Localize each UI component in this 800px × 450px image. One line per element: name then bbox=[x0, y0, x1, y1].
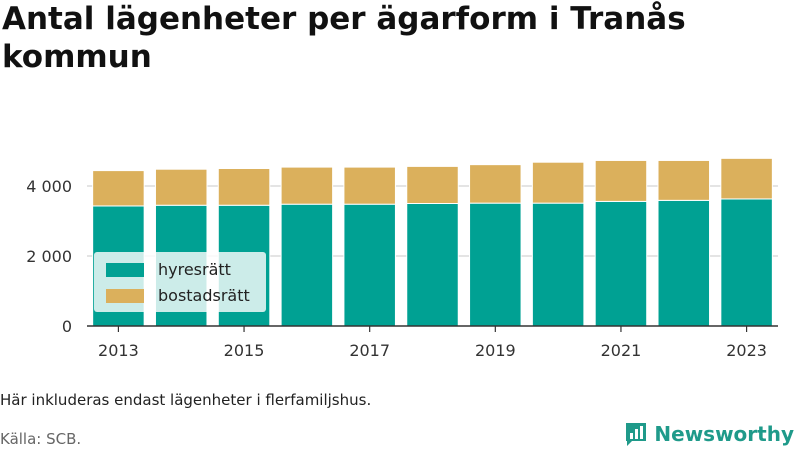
bar-hyresratt-2019 bbox=[469, 202, 522, 327]
x-tick-label: 2015 bbox=[224, 341, 265, 360]
bar-bostadsratt-2016 bbox=[280, 166, 334, 205]
bar-bostadsratt-2019 bbox=[469, 164, 522, 204]
bar-bostadsratt-2020 bbox=[531, 161, 585, 204]
legend-item-hyresratt: hyresrätt bbox=[106, 260, 231, 279]
legend-label-bostadsratt: bostadsrätt bbox=[158, 286, 250, 305]
bars bbox=[92, 157, 773, 327]
bar-bostadsratt-2014 bbox=[154, 168, 208, 206]
bar-hyresratt-2022 bbox=[657, 199, 711, 327]
source-text: Källa: SCB. bbox=[0, 430, 82, 448]
bar-bostadsratt-2023 bbox=[720, 157, 773, 200]
bar-hyresratt-2018 bbox=[406, 203, 459, 327]
bar-bostadsratt-2022 bbox=[657, 159, 711, 201]
y-tick-label: 4 000 bbox=[26, 177, 72, 196]
chart-title: Antal lägenheter per ägarform i Tranås k… bbox=[2, 1, 686, 75]
bar-hyresratt-2017 bbox=[343, 203, 396, 327]
bar-bostadsratt-2021 bbox=[594, 159, 648, 202]
bar-bostadsratt-2018 bbox=[406, 165, 459, 204]
bar-hyresratt-2016 bbox=[280, 203, 334, 327]
axes: 0 2 000 4 000 2013 2015 2017 2019 2021 2023 bbox=[26, 177, 778, 360]
bar-bostadsratt-2015 bbox=[217, 168, 271, 206]
bar-hyresratt-2021 bbox=[594, 200, 648, 327]
legend-label-hyresratt: hyresrätt bbox=[158, 260, 231, 279]
legend-item-bostadsratt: bostadsrätt bbox=[106, 286, 250, 305]
bar-hyresratt-2023 bbox=[720, 198, 773, 327]
bar-bostadsratt-2017 bbox=[343, 166, 396, 205]
y-tick-label: 0 bbox=[62, 317, 72, 336]
legend: hyresrätt bostadsrätt bbox=[94, 252, 266, 312]
bar-bostadsratt-2013 bbox=[92, 170, 145, 207]
bar-chart-logo-icon bbox=[626, 423, 647, 446]
x-tick-label: 2021 bbox=[601, 341, 642, 360]
x-tick-label: 2023 bbox=[726, 341, 767, 360]
brand-name: Newsworthy bbox=[654, 422, 794, 446]
x-tick-label: 2017 bbox=[349, 341, 390, 360]
y-tick-label: 2 000 bbox=[26, 247, 72, 266]
brand-logo[interactable]: Newsworthy bbox=[624, 421, 794, 447]
legend-swatch-bostadsratt bbox=[106, 288, 144, 303]
x-tick-label: 2019 bbox=[475, 341, 516, 360]
x-tick-label: 2013 bbox=[98, 341, 139, 360]
legend-swatch-hyresratt bbox=[106, 262, 144, 277]
chart-note: Här inkluderas endast lägenheter i flerf… bbox=[0, 391, 372, 409]
bar-hyresratt-2020 bbox=[531, 202, 585, 327]
